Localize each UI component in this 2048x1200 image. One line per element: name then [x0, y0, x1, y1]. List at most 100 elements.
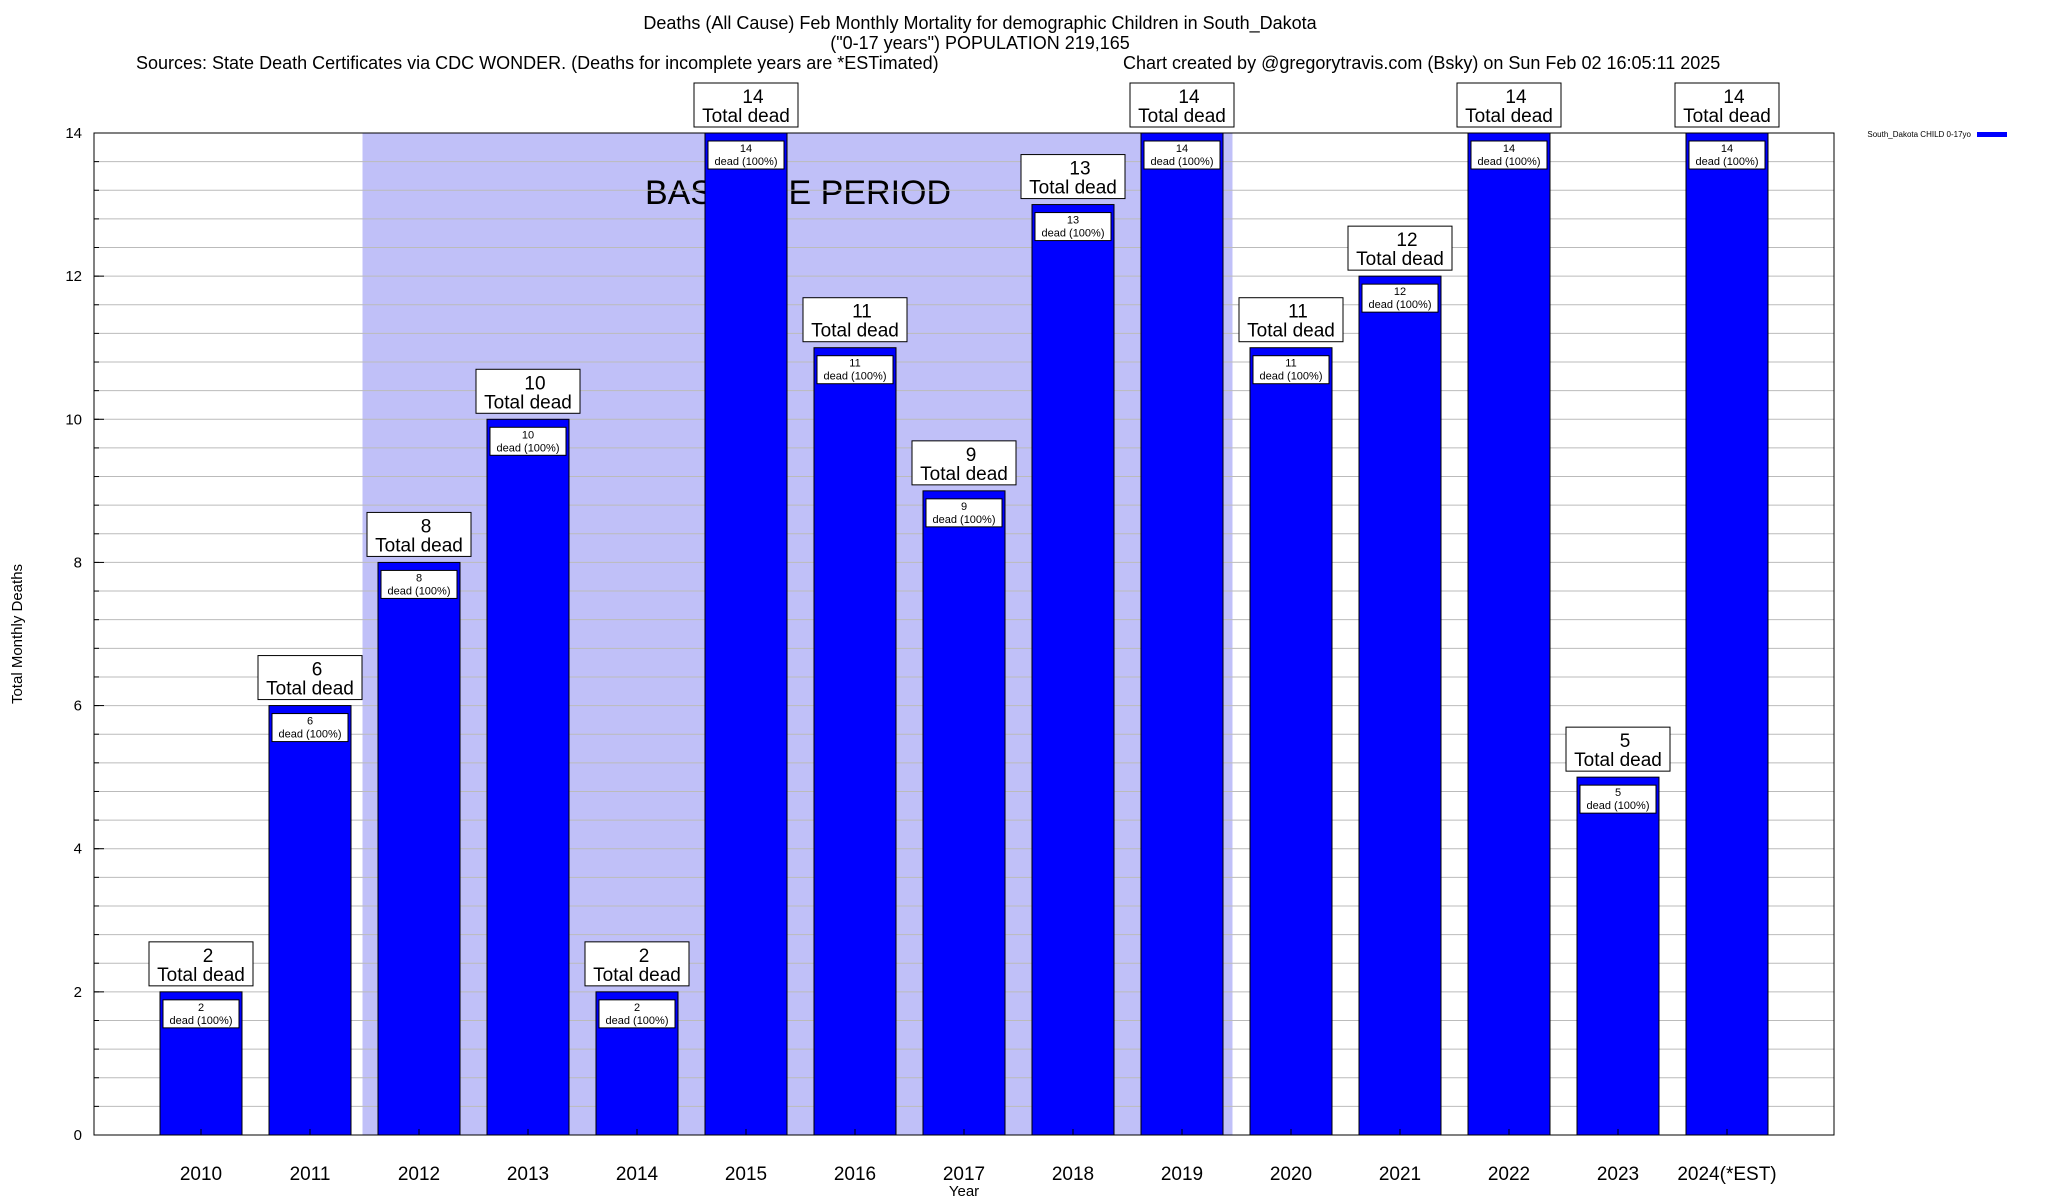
x-tick-label: 2017 [943, 1164, 985, 1185]
bar [1031, 204, 1115, 1136]
bar-inner-label-box [816, 355, 894, 385]
bar [704, 132, 788, 1136]
x-tick-label: 2022 [1488, 1164, 1530, 1185]
bar [1249, 347, 1333, 1136]
bar-top-value: 14 [1178, 87, 1200, 108]
bar-top-value: 14 [1723, 87, 1745, 108]
bar [1467, 132, 1551, 1136]
y-tick-label: 2 [74, 984, 82, 1001]
y-tick-label: 0 [74, 1127, 82, 1144]
x-tick-label: 2011 [290, 1164, 331, 1185]
x-axis-label: Year [949, 1183, 979, 1200]
bar-inner-label-box [925, 498, 1003, 528]
bar-top-value: 2 [203, 946, 214, 967]
bar-top-label-box [1238, 297, 1344, 343]
bar [486, 418, 570, 1136]
bar-top-label-box [911, 440, 1017, 486]
legend-label: South_Dakota CHILD 0-17yo [1867, 130, 1971, 139]
bar-inner-value: 2 [198, 1002, 204, 1014]
x-tick-label: 2013 [507, 1164, 549, 1185]
bar-inner-label-box [162, 999, 240, 1029]
x-tick-label: 2014 [616, 1164, 659, 1185]
y-axis-label: Total Monthly Deaths [9, 564, 26, 704]
bar [377, 561, 461, 1136]
bar [1576, 776, 1660, 1136]
bar-inner-label-box [1579, 784, 1657, 814]
bar-inner-text: dead (100%) [1260, 371, 1323, 383]
bar-top-value: 8 [421, 516, 432, 537]
y-tick-label: 14 [65, 125, 82, 142]
bar-top-text: Total dead [1356, 249, 1444, 270]
bar-top-label-box [1347, 225, 1453, 271]
bar-inner-value: 11 [849, 358, 860, 370]
bar-top-text: Total dead [1138, 106, 1226, 127]
bar-top-value: 2 [639, 946, 650, 967]
bar-inner-value: 9 [961, 501, 967, 513]
x-tick-label: 2016 [834, 1164, 876, 1185]
x-tick-label: 2021 [1379, 1164, 1421, 1185]
bar-top-text: Total dead [1683, 106, 1771, 127]
bar-top-text: Total dead [920, 464, 1008, 485]
legend-swatch [1977, 132, 2007, 137]
bar [268, 705, 352, 1136]
bar-inner-text: dead (100%) [497, 442, 560, 454]
bar [813, 347, 897, 1136]
x-tick-label: 2019 [1161, 1164, 1203, 1185]
bar-top-value: 12 [1396, 230, 1417, 251]
bar-top-text: Total dead [1029, 178, 1117, 199]
bar-top-value: 11 [852, 302, 872, 323]
bar-top-label-box [257, 655, 363, 701]
bar-top-label-box [1565, 726, 1671, 772]
bar-top-label-box [148, 941, 254, 987]
bar-top-value: 9 [966, 445, 977, 466]
bar-top-text: Total dead [1465, 106, 1553, 127]
bar-inner-text: dead (100%) [715, 156, 778, 168]
bar-top-label-box [1129, 82, 1235, 128]
chart-sources-text: Sources: State Death Certificates via CD… [136, 53, 939, 73]
bar-inner-value: 8 [416, 572, 422, 584]
bar-top-text: Total dead [1574, 750, 1662, 771]
bar-inner-value: 6 [307, 716, 313, 728]
bar-top-value: 6 [312, 660, 323, 681]
bar [1358, 275, 1442, 1136]
bar-inner-value: 11 [1285, 358, 1296, 370]
bar-inner-value: 5 [1615, 787, 1621, 799]
bar-top-label-box [693, 82, 799, 128]
bar-top-label-box [475, 368, 581, 414]
bar-top-value: 5 [1620, 731, 1631, 752]
bar-top-text: Total dead [375, 535, 463, 556]
y-tick-label: 8 [74, 554, 82, 571]
bar-top-label-box [802, 297, 908, 343]
bar-top-value: 14 [1505, 87, 1527, 108]
bar-top-text: Total dead [593, 965, 681, 986]
x-tick-label: 2023 [1597, 1164, 1639, 1185]
bar [1685, 132, 1769, 1136]
baseline-period-label: BASELINE PERIOD [645, 174, 951, 212]
bar-top-label-box [1674, 82, 1780, 128]
bar-top-text: Total dead [157, 965, 245, 986]
bar-inner-label-box [271, 713, 349, 743]
bar [1140, 132, 1224, 1136]
x-tick-label: 2010 [180, 1164, 222, 1185]
chart-credit-text: Chart created by @gregorytravis.com (Bsk… [1123, 53, 1721, 73]
x-tick-label: 2024(*EST) [1677, 1164, 1776, 1185]
legend: South_Dakota CHILD 0-17yo [1867, 130, 2007, 139]
bar-inner-text: dead (100%) [388, 585, 451, 597]
bar-inner-text: dead (100%) [824, 371, 887, 383]
bar-top-label-box [366, 511, 472, 557]
bar-inner-label-box [380, 569, 458, 599]
x-tick-label: 2012 [398, 1164, 440, 1185]
y-tick-label: 6 [74, 698, 82, 715]
bar-inner-label-box [1688, 140, 1766, 170]
bar-inner-value: 14 [1503, 143, 1515, 155]
bar-inner-label-box [1361, 283, 1439, 313]
bar-top-value: 13 [1069, 159, 1090, 180]
x-tick-label: 2020 [1270, 1164, 1312, 1185]
bar-top-text: Total dead [484, 392, 572, 413]
bar-inner-value: 2 [634, 1002, 640, 1014]
bar-top-value: 11 [1288, 302, 1308, 323]
y-tick-label: 4 [74, 841, 82, 858]
bar-top-text: Total dead [1247, 321, 1335, 342]
x-tick-label: 2018 [1052, 1164, 1094, 1185]
